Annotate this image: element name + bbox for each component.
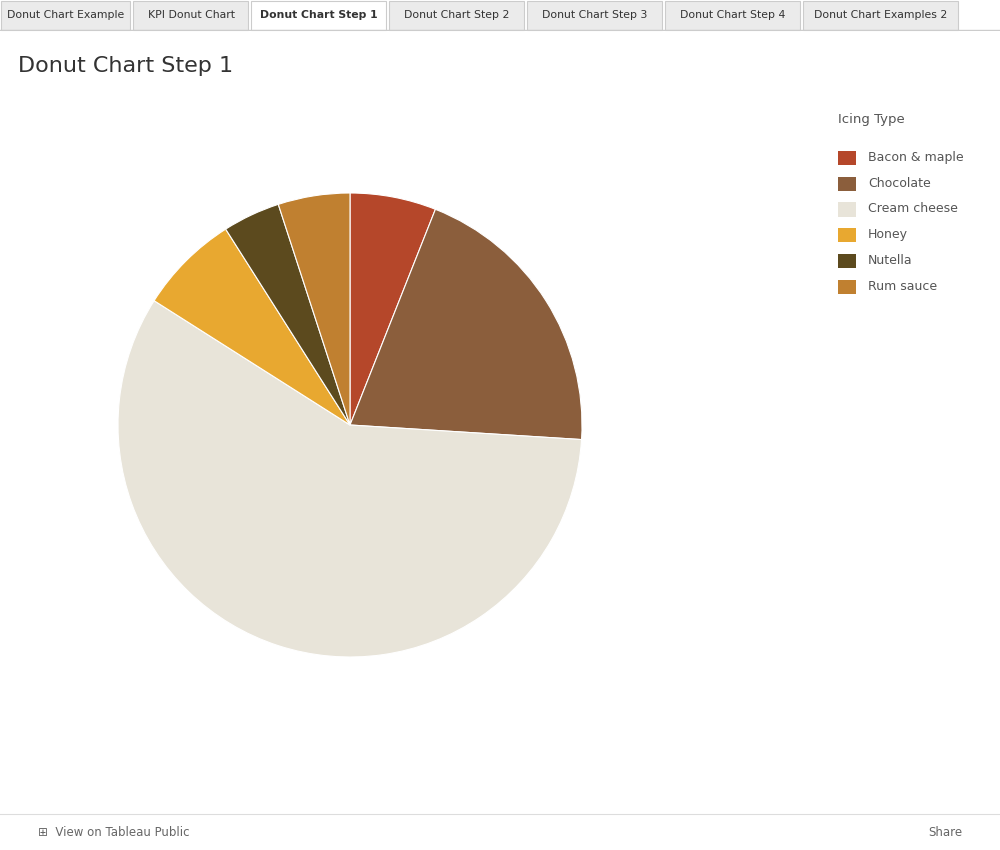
Bar — [838, 151, 856, 165]
Wedge shape — [118, 301, 582, 657]
Text: Share: Share — [928, 826, 962, 839]
Bar — [838, 254, 856, 268]
Bar — [1, 1, 130, 30]
Wedge shape — [154, 230, 350, 425]
Bar — [665, 1, 800, 30]
Bar — [527, 1, 662, 30]
Text: Donut Chart Step 4: Donut Chart Step 4 — [680, 10, 786, 20]
Text: Bacon & maple: Bacon & maple — [868, 150, 964, 164]
Text: KPI Donut Chart: KPI Donut Chart — [148, 10, 234, 20]
Text: Donut Chart Step 1: Donut Chart Step 1 — [18, 55, 233, 76]
Bar — [803, 1, 958, 30]
Text: Donut Chart Step 1: Donut Chart Step 1 — [260, 10, 378, 20]
Text: Donut Chart Step 2: Donut Chart Step 2 — [404, 10, 510, 20]
Bar — [838, 280, 856, 294]
Wedge shape — [278, 193, 350, 425]
Text: Nutella: Nutella — [868, 254, 913, 267]
Text: Rum sauce: Rum sauce — [868, 280, 937, 292]
Bar — [389, 1, 524, 30]
Bar — [251, 1, 386, 30]
Text: Honey: Honey — [868, 228, 908, 241]
Text: Donut Chart Examples 2: Donut Chart Examples 2 — [814, 10, 948, 20]
Text: Donut Chart Example: Donut Chart Example — [7, 10, 125, 20]
Text: ⊞  View on Tableau Public: ⊞ View on Tableau Public — [38, 826, 190, 839]
Bar — [838, 177, 856, 190]
Bar — [838, 202, 856, 217]
Text: Chocolate: Chocolate — [868, 177, 931, 190]
Wedge shape — [226, 204, 350, 425]
Wedge shape — [350, 193, 435, 425]
Wedge shape — [350, 209, 582, 439]
Text: Icing Type: Icing Type — [838, 112, 905, 126]
Text: Donut Chart Step 3: Donut Chart Step 3 — [542, 10, 648, 20]
Bar — [133, 1, 248, 30]
Text: Cream cheese: Cream cheese — [868, 202, 958, 215]
Bar — [838, 229, 856, 242]
